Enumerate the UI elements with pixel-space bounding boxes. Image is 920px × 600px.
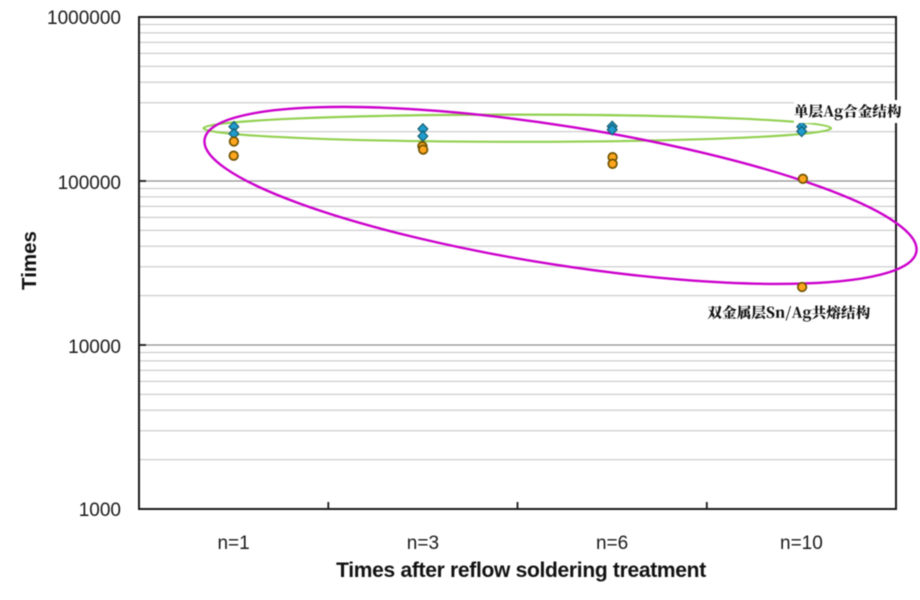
svg-text:n=3: n=3 [407,533,439,554]
svg-text:10000: 10000 [68,337,121,358]
svg-text:Times after reflow soldering t: Times after reflow soldering treatment [336,559,706,582]
svg-text:n=10: n=10 [780,533,823,554]
svg-text:100000: 100000 [58,173,121,194]
svg-text:n=6: n=6 [596,533,628,554]
svg-text:n=1: n=1 [217,533,249,554]
svg-text:1000: 1000 [79,500,121,521]
svg-text:1000000: 1000000 [47,8,121,29]
svg-text:Times: Times [18,231,41,290]
